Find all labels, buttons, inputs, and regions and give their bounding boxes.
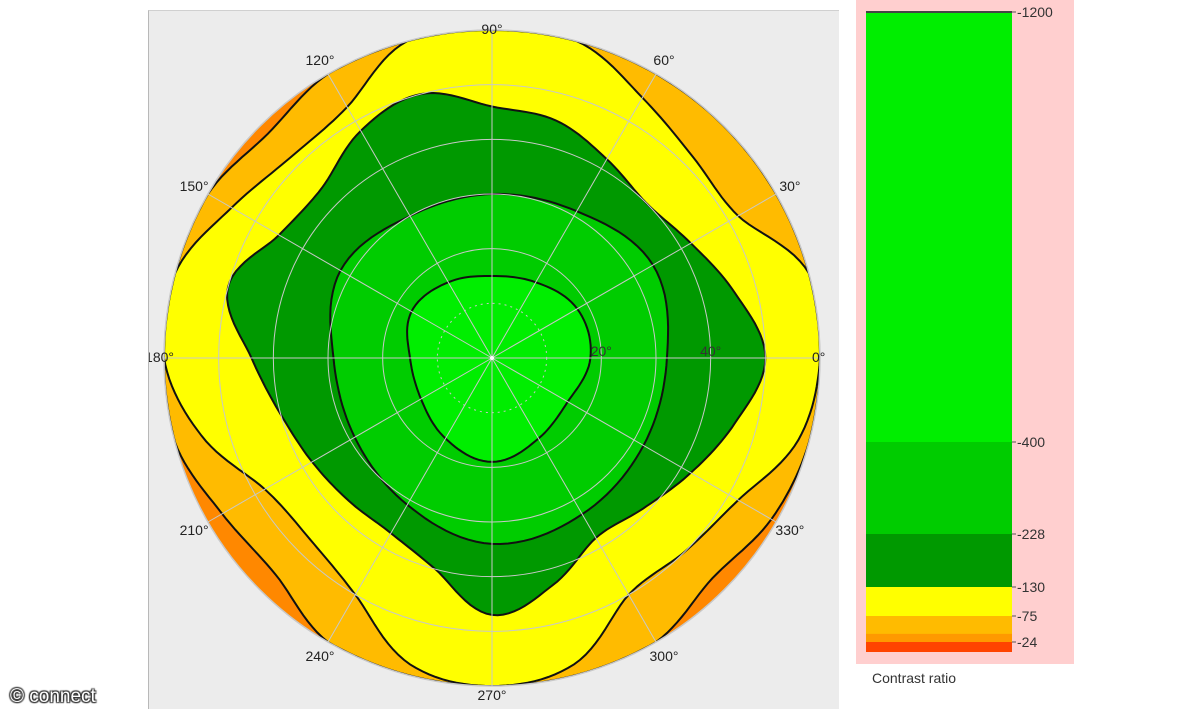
grid-spoke xyxy=(327,73,493,359)
colorbar-band xyxy=(866,442,1012,534)
angle-tick-label: 30° xyxy=(779,178,800,194)
grid-spoke xyxy=(491,193,777,359)
grid-spoke xyxy=(491,73,657,359)
colorbar-tick-label: -130 xyxy=(1017,579,1045,595)
colorbar-tick-label: -24 xyxy=(1017,634,1037,650)
angle-tick-label: 60° xyxy=(653,52,674,68)
center-point xyxy=(490,356,494,360)
angle-tick-label: 330° xyxy=(775,522,804,538)
grid-spoke xyxy=(491,357,657,643)
angle-tick-label: 210° xyxy=(180,522,209,538)
colorbar-title: Contrast ratio xyxy=(872,670,957,686)
radial-tick-label: 20° xyxy=(591,343,612,359)
colorbar-band xyxy=(866,642,1012,652)
polar-plot-panel: 0° 30° 60° 90° 120° 150° 180° 210° 240° 270° 300° 3… xyxy=(148,10,839,709)
grid-spoke xyxy=(327,357,493,643)
angle-tick-label: 150° xyxy=(180,178,209,194)
colorbar-band xyxy=(866,534,1012,587)
colorbar-band xyxy=(866,12,1012,442)
angle-tick-label: 120° xyxy=(306,52,335,68)
plot-border xyxy=(163,29,821,687)
angle-tick-label: 270° xyxy=(478,687,507,703)
colorbar-tick-label: -75 xyxy=(1017,608,1037,624)
colorbar-tick-label: -1200 xyxy=(1017,4,1053,20)
grid-spoke xyxy=(207,357,493,523)
colorbar-band xyxy=(866,633,1012,642)
watermark: © connect xyxy=(10,686,96,707)
angle-tick-label: 0° xyxy=(812,349,825,365)
angle-tick-label: 180° xyxy=(149,349,174,365)
colorbar: -1200 -400 -228 -130 -75 -24 xyxy=(866,4,1053,652)
colorbar-panel: -1200 -400 -228 -130 -75 -24 xyxy=(856,0,1074,664)
angle-tick-label: 300° xyxy=(650,648,679,664)
angle-tick-label: 240° xyxy=(306,648,335,664)
angle-tick-label: 90° xyxy=(481,21,502,37)
grid-spoke xyxy=(207,193,493,359)
polar-grid xyxy=(164,30,820,686)
colorbar-band xyxy=(866,587,1012,616)
grid-spoke xyxy=(491,357,777,523)
colorbar-tick-label: -228 xyxy=(1017,526,1045,542)
radial-tick-label: 40° xyxy=(700,343,721,359)
colorbar-tick-label: -400 xyxy=(1017,434,1045,450)
polar-contour-plot: 0° 30° 60° 90° 120° 150° 180° 210° 240° 270° 300° 3… xyxy=(149,21,825,703)
